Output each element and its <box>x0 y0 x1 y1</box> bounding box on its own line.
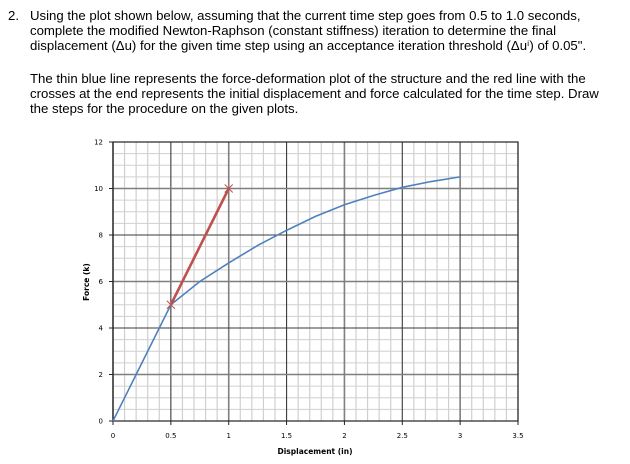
y-tick-label: 2 <box>99 371 103 379</box>
question-paragraph-1: Using the plot shown below, assuming tha… <box>30 8 587 53</box>
y-axis-label: Force (k) <box>82 263 91 301</box>
y-tick-label: 12 <box>94 139 103 147</box>
question-paragraph-2: The thin blue line represents the force-… <box>30 71 599 116</box>
x-marker-icon <box>166 300 176 310</box>
y-tick-label: 4 <box>99 325 104 333</box>
x-tick-label: 3 <box>458 432 462 440</box>
initial-step-line <box>169 187 230 306</box>
cross-markers <box>166 184 234 310</box>
x-tick-label: 2.5 <box>397 432 408 440</box>
x-tick-label: 1 <box>226 432 230 440</box>
x-tick-label: 3.5 <box>512 432 523 440</box>
axis-ticks: 0 0.5 1 1.5 2 2.5 3 3.5 0 2 4 6 8 10 12 <box>94 139 523 441</box>
x-tick-label: 1.5 <box>281 432 292 440</box>
x-tick-label: 0.5 <box>165 432 176 440</box>
x-tick-label: 0 <box>111 432 115 440</box>
y-tick-label: 8 <box>99 232 103 240</box>
force-deformation-curve <box>112 176 461 422</box>
major-grid <box>112 141 519 422</box>
question-number: 2. <box>8 8 19 23</box>
y-tick-label: 0 <box>99 418 103 426</box>
question-block: 2. Using the plot shown below, assuming … <box>8 8 620 53</box>
y-tick-label: 10 <box>94 185 103 193</box>
x-axis-label: Displacement (in) <box>278 447 353 456</box>
x-marker-icon <box>224 184 234 193</box>
x-tick-label: 2 <box>342 432 346 440</box>
y-tick-label: 6 <box>99 278 104 286</box>
